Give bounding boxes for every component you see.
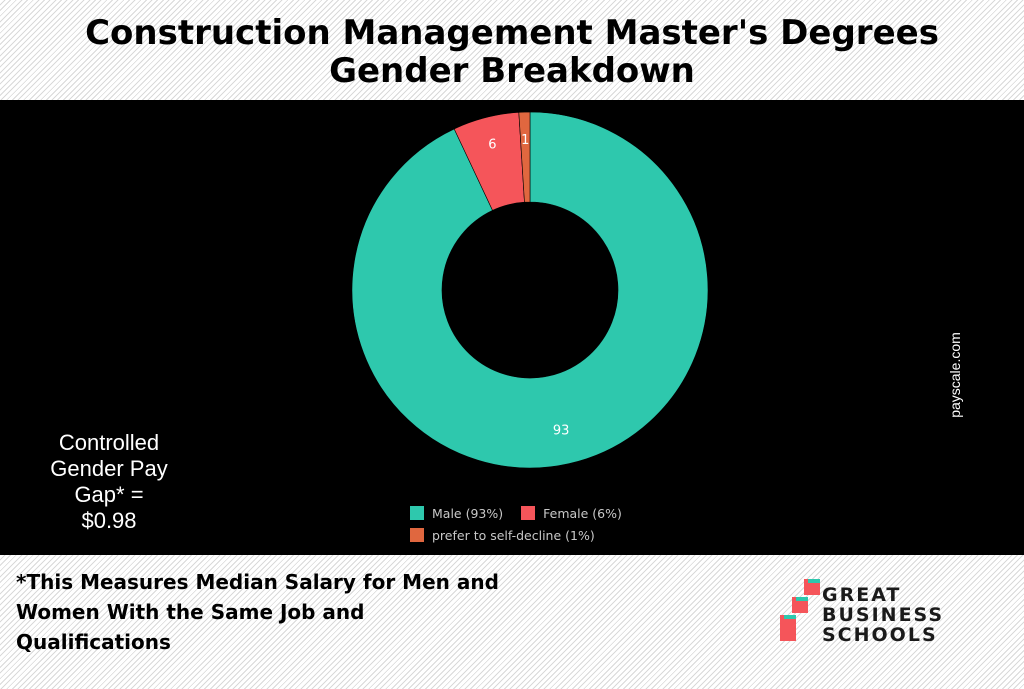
title-line-1: Construction Management Master's Degrees bbox=[85, 13, 939, 53]
donut-slice-male bbox=[351, 111, 709, 469]
chart-panel: 93 6 1 Male (93%) Female (6%) prefer to se… bbox=[0, 100, 1024, 555]
donut-label-female: 6 bbox=[488, 138, 496, 153]
footnote: *This Measures Median Salary for Men and… bbox=[16, 567, 576, 657]
logo-wordmark: GREAT BUSINESS SCHOOLS bbox=[822, 585, 944, 645]
footnote-line-1: *This Measures Median Salary for Men and bbox=[16, 570, 499, 594]
chart-legend: Male (93%) Female (6%) prefer to self-de… bbox=[410, 502, 640, 546]
logo-word-great: GREAT bbox=[822, 584, 902, 606]
legend-label-female: Female (6%) bbox=[543, 505, 622, 521]
title-line-2: Gender Breakdown bbox=[329, 51, 695, 91]
donut-label-male: 93 bbox=[553, 424, 570, 439]
pay-gap-note: Controlled Gender Pay Gap* = $0.98 bbox=[14, 430, 204, 534]
source-text: payscale.com bbox=[947, 332, 963, 418]
source-credit: payscale.com bbox=[945, 332, 1024, 435]
legend-item-male: Male (93%) bbox=[410, 506, 503, 521]
pay-gap-value: $0.98 bbox=[81, 508, 137, 533]
pay-gap-line-1: Controlled bbox=[58, 430, 160, 455]
legend-item-self-decline: prefer to self-decline (1%) bbox=[410, 528, 595, 543]
logo-word-business: BUSINESS bbox=[822, 604, 945, 626]
donut-slice-prefer-to-self-decline bbox=[518, 111, 531, 203]
legend-swatch-male bbox=[410, 506, 424, 520]
logo-word-schools: SCHOOLS bbox=[822, 624, 938, 646]
page-title: Construction Management Master's Degrees… bbox=[0, 14, 1024, 90]
legend-item-female: Female (6%) bbox=[521, 506, 622, 521]
legend-label-male: Male (93%) bbox=[432, 505, 504, 521]
footnote-line-2: Women With the Same Job and bbox=[16, 600, 365, 624]
legend-label-self-decline: prefer to self-decline (1%) bbox=[432, 527, 595, 543]
donut-label-prefer-to-self-decline: 1 bbox=[521, 133, 529, 148]
footer-banner: *This Measures Median Salary for Men and… bbox=[0, 555, 1024, 689]
header-banner: Construction Management Master's Degrees… bbox=[0, 0, 1024, 100]
pay-gap-line-2: Gender Pay bbox=[50, 456, 168, 481]
stairs-logo-icon bbox=[780, 579, 820, 641]
footnote-line-3: Qualifications bbox=[16, 630, 171, 654]
legend-swatch-female bbox=[521, 506, 536, 520]
legend-swatch-self-decline bbox=[410, 528, 424, 542]
pay-gap-line-3: Gap* = bbox=[74, 482, 144, 507]
donut-chart: 93 6 1 bbox=[351, 111, 709, 469]
great-business-schools-logo: GREAT BUSINESS SCHOOLS bbox=[778, 575, 978, 655]
